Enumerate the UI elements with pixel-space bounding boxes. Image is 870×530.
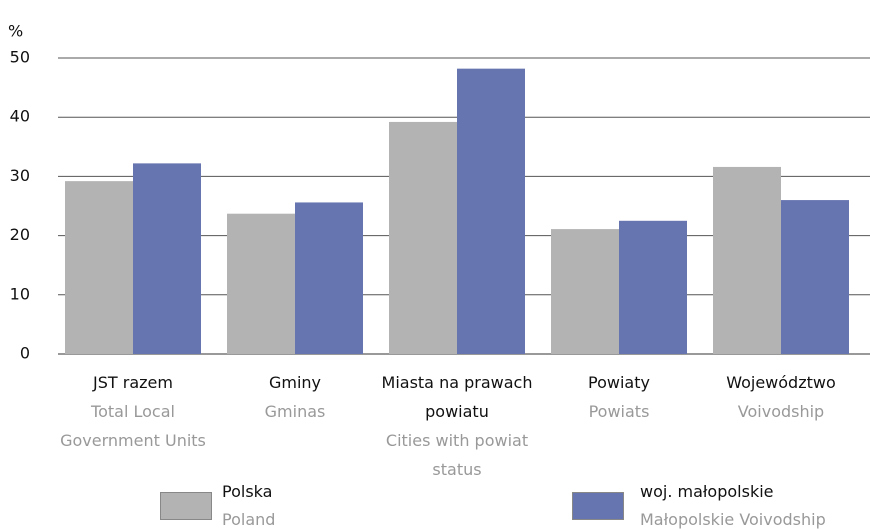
x-tick-label-en: Voivodship xyxy=(737,402,825,421)
x-tick-label-en: Total Local Government Units xyxy=(60,402,206,450)
bar xyxy=(457,68,525,354)
y-tick-label: 50 xyxy=(10,48,30,67)
legend-swatch xyxy=(572,492,624,520)
bar xyxy=(227,213,295,354)
x-tick-label-en: Cities with powiat status xyxy=(385,431,529,479)
x-tick-label-en: Gminas xyxy=(264,402,326,421)
x-tick-label: Miasta na prawach powiatu xyxy=(381,373,533,421)
y-tick-label: 30 xyxy=(10,166,30,185)
bar xyxy=(713,166,781,354)
y-tick-label: 10 xyxy=(10,284,30,303)
x-tick-label-group: Gminy Gminas xyxy=(209,368,381,426)
x-tick-label-group: Województwo Voivodship xyxy=(695,368,867,426)
x-tick-label: Gminy xyxy=(268,373,322,392)
bar xyxy=(781,200,849,354)
x-tick-label-group: Miasta na prawach powiatu Cities with pow… xyxy=(371,368,543,484)
x-tick-label-en: Powiats xyxy=(588,402,650,421)
x-tick-label-group: Powiaty Powiats xyxy=(533,368,705,426)
legend-label-en: Małopolskie Voivodship xyxy=(640,510,826,529)
legend-label-en: Poland xyxy=(222,510,276,529)
bar xyxy=(133,163,201,354)
legend-label: Polska xyxy=(222,482,273,501)
legend-label: woj. małopolskie xyxy=(640,482,774,501)
y-tick-label: 40 xyxy=(10,107,30,126)
bar xyxy=(295,202,363,354)
x-tick-label: Powiaty xyxy=(588,373,650,392)
y-tick-label: 0 xyxy=(20,344,30,363)
x-tick-label: Województwo xyxy=(726,373,836,392)
bar xyxy=(65,181,133,354)
x-tick-label: JST razem xyxy=(93,373,173,392)
bar xyxy=(551,229,619,354)
legend-swatch xyxy=(160,492,212,520)
y-tick-label: 20 xyxy=(10,225,30,244)
y-axis-label: % xyxy=(8,22,23,41)
x-tick-label-group: JST razem Total Local Government Units xyxy=(47,368,219,455)
bar xyxy=(619,220,687,354)
bar xyxy=(389,121,457,354)
